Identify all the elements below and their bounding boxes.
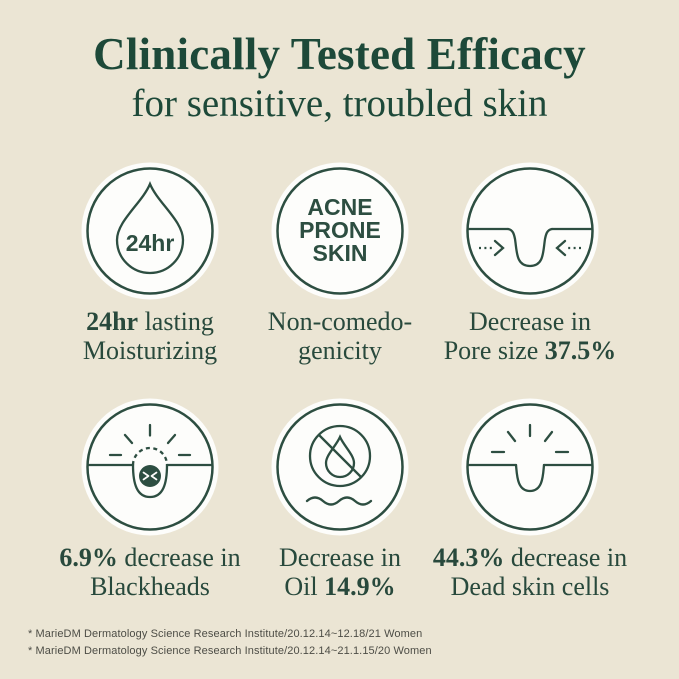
clean-pore-dead-skin-icon: [461, 398, 599, 536]
benefit-card-dead-skin: 44.3% decrease in Dead skin cells: [433, 397, 627, 601]
caption-line: Blackheads: [90, 572, 210, 601]
caption-line: Moisturizing: [82, 336, 218, 365]
skin-label: SKIN: [313, 240, 368, 266]
drop-24hr-label: 24hr: [126, 230, 175, 256]
benefit-card-blackheads: 6.9% decrease in Blackheads: [55, 397, 245, 601]
benefit-caption: 24hr lasting Moisturizing: [83, 307, 217, 365]
caption-line: Decrease in: [469, 307, 591, 336]
acne-label: ACNE: [307, 194, 372, 220]
pore-shrink-icon: [461, 162, 599, 300]
prone-label: PRONE: [299, 217, 381, 243]
page-title: Clinically Tested Efficacy: [93, 29, 586, 79]
benefit-caption: 6.9% decrease in Blackheads: [59, 543, 240, 601]
benefit-caption: Non-comedo- genicity: [268, 307, 412, 365]
benefit-card-moisturizing: 24hr 24hr lasting Moisturizing: [55, 161, 245, 365]
footnotes: * MarieDM Dermatology Science Research I…: [28, 626, 432, 660]
benefits-grid: 24hr 24hr lasting Moisturizing ACNE PRON…: [55, 161, 627, 601]
benefit-caption: 44.3% decrease in Dead skin cells: [433, 543, 627, 601]
caption-line: Decrease in: [279, 543, 401, 572]
no-oil-icon: [271, 398, 409, 536]
caption-line: genicity: [298, 336, 382, 365]
benefit-caption: Decrease in Pore size 37.5%: [444, 307, 617, 365]
caption-line: Dead skin cells: [450, 572, 610, 601]
benefit-card-non-comedogenic: ACNE PRONE SKIN Non-comedo- genicity: [245, 161, 435, 365]
footnote-line: * MarieDM Dermatology Science Research I…: [28, 628, 423, 640]
acne-prone-skin-icon: ACNE PRONE SKIN: [271, 162, 409, 300]
benefit-card-oil: Decrease in Oil 14.9%: [245, 397, 435, 601]
blackhead-removal-icon: [81, 398, 219, 536]
page-subtitle: for sensitive, troubled skin: [131, 81, 548, 125]
water-drop-24hr-icon: 24hr: [81, 162, 219, 300]
caption-line: 24hr lasting: [86, 307, 214, 336]
caption-line: Pore size 37.5%: [443, 336, 617, 365]
caption-line: Non-comedo-: [267, 307, 413, 336]
header: Clinically Tested Efficacy for sensitive…: [0, 0, 679, 125]
caption-line: Oil 14.9%: [284, 572, 396, 601]
caption-line: 6.9% decrease in: [59, 543, 241, 572]
footnote-line: * MarieDM Dermatology Science Research I…: [28, 645, 432, 657]
benefit-card-pore-size: Decrease in Pore size 37.5%: [435, 161, 625, 365]
benefit-caption: Decrease in Oil 14.9%: [279, 543, 401, 601]
caption-line: 44.3% decrease in: [432, 543, 628, 572]
